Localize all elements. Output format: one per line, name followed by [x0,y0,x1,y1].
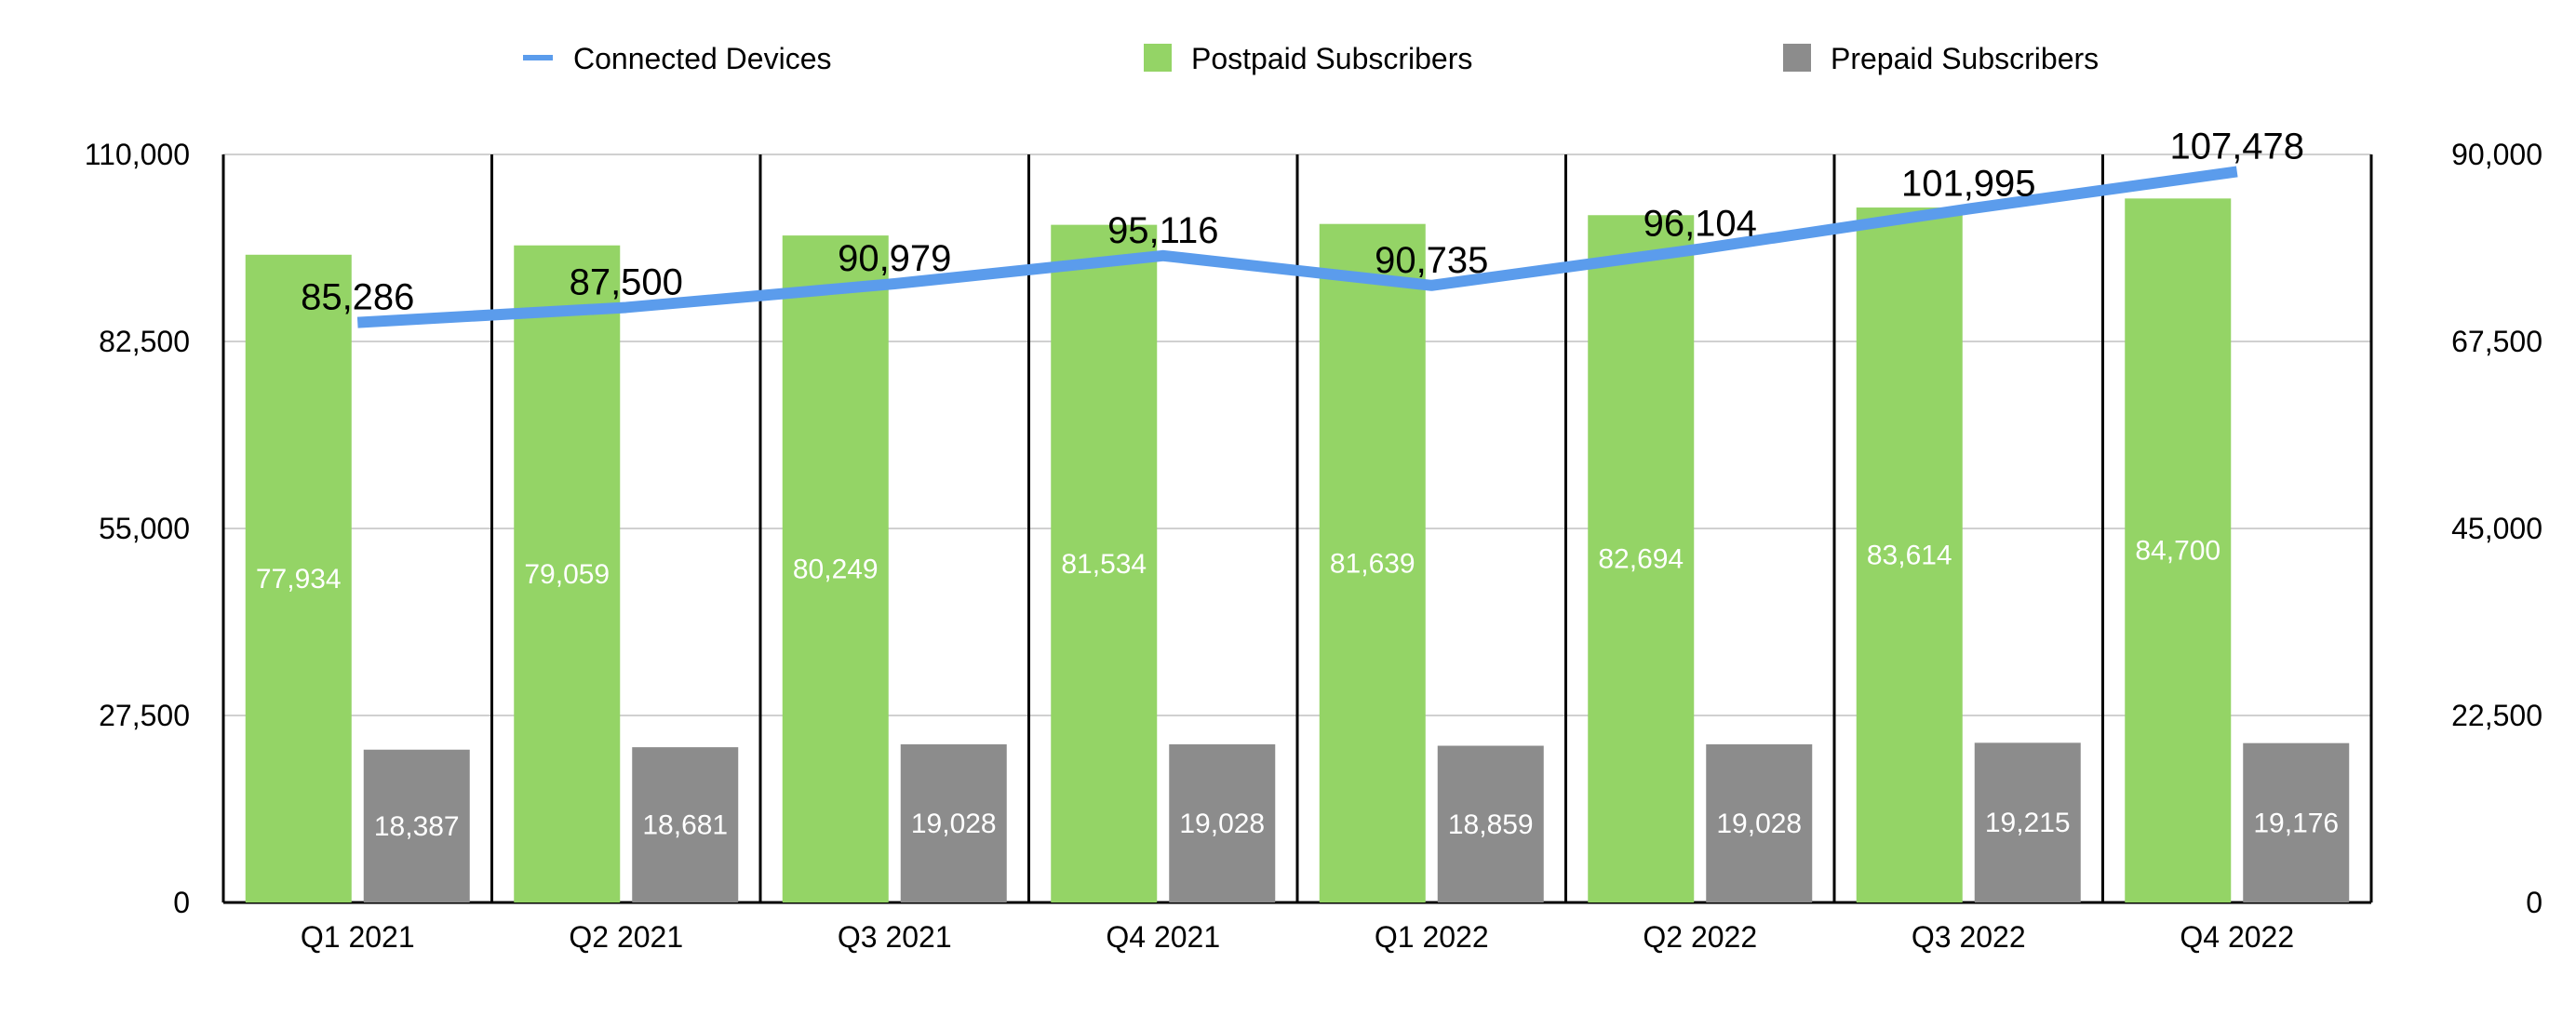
postpaid-bar [1051,224,1158,903]
x-axis-tick: Q2 2022 [1643,920,1757,954]
prepaid-bar-label: 18,681 [642,810,728,841]
right-axis-tick: 0 [2526,886,2542,919]
postpaid-bar-label: 79,059 [524,559,610,590]
prepaid-bar-label: 19,215 [1985,808,2071,838]
postpaid-bar-label: 83,614 [1867,541,1952,571]
postpaid-bar [1856,207,1963,902]
x-axis-tick: Q1 2021 [301,920,415,954]
right-axis-tick: 22,500 [2451,699,2542,732]
x-axis-tick: Q3 2022 [1912,920,2026,954]
prepaid-bar [1706,744,1813,902]
connected-devices-label: 95,116 [1107,210,1218,251]
postpaid-bar [245,254,352,902]
postpaid-bar [1319,223,1426,903]
prepaid-bar-label: 19,028 [911,809,997,839]
prepaid-bar-label: 18,387 [374,811,460,842]
prepaid-bar [1974,742,2081,902]
x-axis-tick: Q3 2021 [838,920,952,954]
prepaid-bar-label: 19,176 [2253,808,2339,838]
legend-prepaid-swatch [1783,44,1811,72]
prepaid-bar [363,749,470,902]
postpaid-bar-label: 80,249 [793,555,879,585]
postpaid-bar-label: 84,700 [2135,536,2220,567]
postpaid-bar [2125,198,2232,902]
legend-label-prepaid: Prepaid Subscribers [1831,42,2099,75]
prepaid-bar [1169,744,1276,902]
connected-devices-label: 101,995 [1901,164,2036,205]
postpaid-bar-label: 81,534 [1061,549,1147,580]
postpaid-bar [782,235,889,902]
postpaid-bar [514,245,621,902]
x-axis-tick: Q4 2021 [1106,920,1220,954]
right-axis-tick: 67,500 [2451,325,2542,358]
left-axis-tick: 82,500 [99,325,190,358]
left-axis-tick: 55,000 [99,512,190,545]
connected-devices-label: 96,104 [1644,204,1757,245]
prepaid-bar-label: 19,028 [1179,809,1265,839]
left-axis-tick: 110,000 [85,138,190,171]
x-axis-tick: Q4 2022 [2180,920,2294,954]
legend-postpaid-swatch [1144,44,1172,72]
left-axis-tick: 0 [173,886,190,919]
connected-devices-line [356,166,2238,328]
postpaid-bar-label: 77,934 [256,564,342,595]
left-axis-tick: 27,500 [99,699,190,732]
x-axis-tick: Q2 2021 [569,920,683,954]
postpaid-bar-label: 82,694 [1598,544,1684,575]
prepaid-bar [900,744,1007,902]
connected-devices-label: 107,478 [2169,126,2304,167]
x-axis-tick: Q1 2022 [1375,920,1489,954]
connected-devices-label: 90,979 [838,238,951,279]
legend-label-postpaid: Postpaid Subscribers [1191,42,1472,75]
connected-devices-label: 90,735 [1375,240,1488,281]
connected-devices-label: 85,286 [301,277,414,318]
prepaid-bar-label: 19,028 [1716,809,1802,839]
prepaid-bar [1437,745,1544,902]
prepaid-bar [632,747,739,902]
right-axis-tick: 90,000 [2451,138,2542,171]
legend-label-connected-devices: Connected Devices [573,42,831,75]
postpaid-bar-label: 81,639 [1330,548,1415,579]
right-axis-tick: 45,000 [2451,512,2542,545]
prepaid-bar-label: 18,859 [1448,809,1534,840]
postpaid-bar [1588,215,1695,902]
connected-devices-label: 87,500 [570,261,683,302]
prepaid-bar [2243,742,2350,902]
